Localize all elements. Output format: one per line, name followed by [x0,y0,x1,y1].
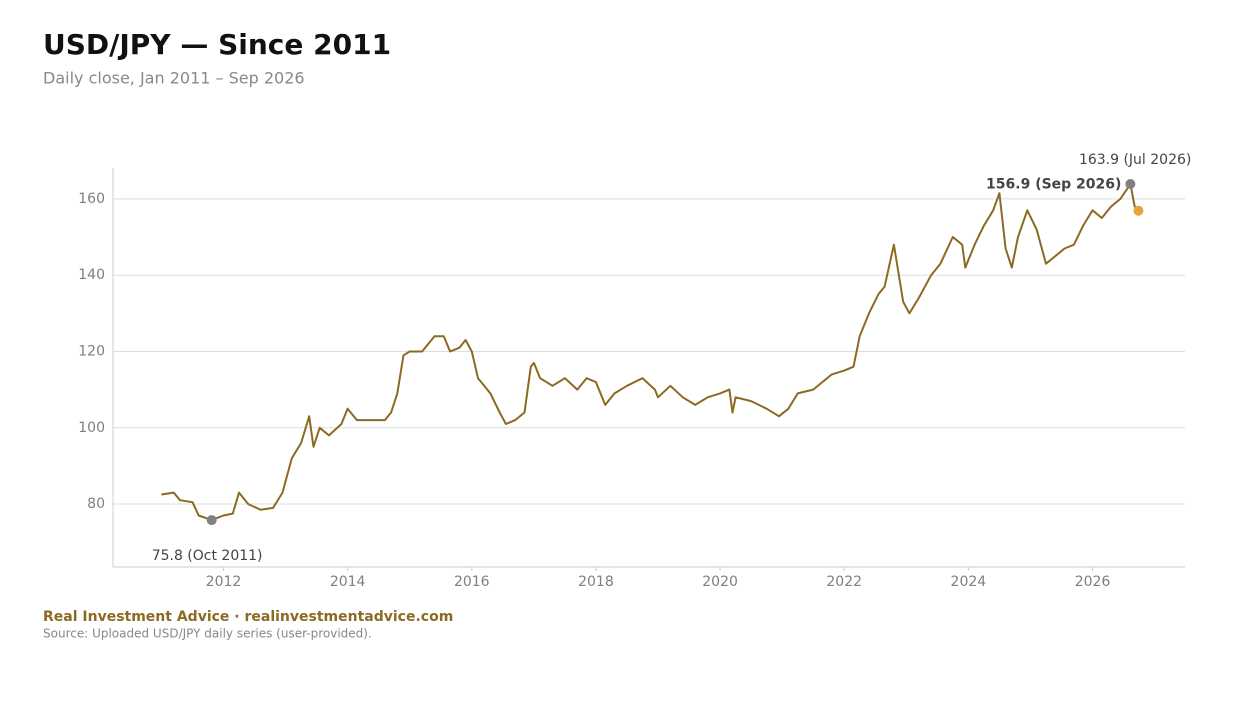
annotation-label: 163.9 (Jul 2026) [1079,152,1191,168]
y-tick-label: 120 [78,343,105,359]
x-tick-label: 2022 [826,574,862,590]
annotation-marker [1133,205,1144,216]
x-tick-label: 2012 [206,574,242,590]
x-tick-label: 2018 [578,574,614,590]
chart-subtitle: Daily close, Jan 2011 – Sep 2026 [43,69,305,88]
x-tick-label: 2026 [1075,574,1111,590]
annotation-marker [206,515,217,526]
footer-brand: Real Investment Advice · realinvestmenta… [43,609,453,625]
y-tick-label: 160 [78,191,105,207]
chart-title: USD/JPY — Since 2011 [43,28,391,61]
price-line [161,183,1140,522]
annotation-marker [1125,179,1136,190]
footer-source: Source: Uploaded USD/JPY daily series (u… [43,627,372,641]
annotation-label: 75.8 (Oct 2011) [152,548,263,564]
y-tick-label: 140 [78,267,105,283]
x-tick-label: 2020 [702,574,738,590]
annotation-label: 156.9 (Sep 2026) [986,177,1121,193]
x-tick-label: 2014 [330,574,366,590]
x-tick-label: 2016 [454,574,490,590]
y-tick-label: 80 [87,496,105,512]
x-tick-label: 2024 [951,574,987,590]
y-tick-label: 100 [78,420,105,436]
